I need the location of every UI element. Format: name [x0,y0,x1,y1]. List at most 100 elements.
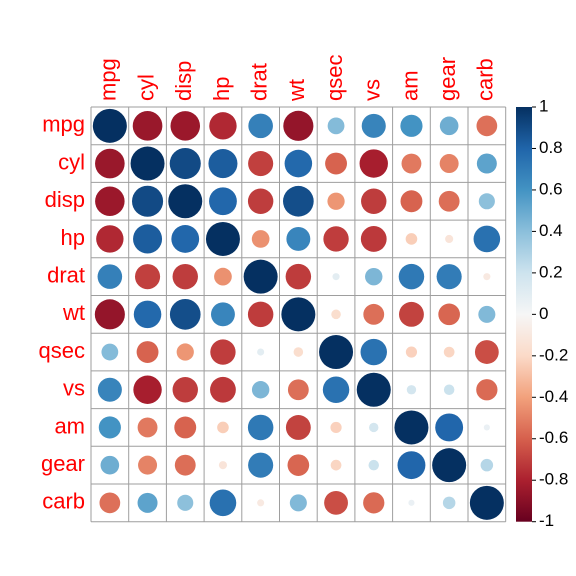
corr-circle [168,184,202,218]
corr-circle [138,456,157,475]
corr-circle [95,186,125,216]
corr-circle [440,117,459,136]
corr-circle [99,492,120,513]
corr-circle [408,500,414,506]
corr-circle [288,454,310,476]
corr-circle [323,226,348,251]
row-label: cyl [58,149,85,174]
row-label: mpg [42,112,85,137]
corr-circle [133,224,162,253]
row-label: carb [42,489,85,514]
corr-circle [435,413,463,441]
corr-circle [177,495,193,511]
corr-circle [170,111,200,141]
corr-circle [444,385,454,395]
colorbar-tick-label: 0.2 [539,262,563,281]
corr-circle [99,416,121,438]
corr-circle [133,111,163,141]
corr-circle [209,112,236,139]
corr-circle [437,264,462,289]
corr-circle [362,114,386,138]
corr-circle [211,302,235,326]
colorbar-tick-label: 0.8 [539,138,563,157]
corr-circle [440,154,459,173]
corr-circle [170,299,201,330]
row-label: hp [61,225,85,250]
corr-circle [248,189,273,214]
colorbar-tick-label: 0.6 [539,179,563,198]
corr-circle [402,154,422,174]
colorbar-tick-label: -0.4 [539,387,568,406]
corr-circle [439,191,460,212]
corr-circle [257,349,264,356]
corr-circle [369,423,378,432]
col-label: qsec [322,55,347,101]
corr-circle [210,339,235,364]
corr-circle [406,233,418,245]
corr-circle [101,344,118,361]
corr-circle [400,115,422,137]
corr-circle [286,415,311,440]
col-label: wt [284,79,309,102]
corr-circle [93,109,127,143]
corr-circle [133,376,161,404]
corr-circle [248,453,273,478]
corr-circle [95,299,125,329]
corr-circle [478,306,495,323]
colorbar-tick-label: -0.6 [539,428,568,447]
corr-circle [248,151,273,176]
col-label: mpg [96,58,121,101]
corr-circle [363,492,384,513]
corr-circle [399,302,424,327]
corr-circle [331,460,342,471]
row-label: wt [62,300,85,325]
corr-circle [401,190,423,212]
corr-circle [252,230,270,248]
corr-circle [294,347,304,357]
col-label: drat [246,63,271,101]
corr-circle [257,499,264,506]
corr-circle [283,111,313,141]
colorbar-tick-label: 0 [539,304,548,323]
corr-circle [173,377,198,402]
corr-circle [209,187,237,215]
corr-circle [283,186,314,217]
corr-circle [361,226,387,252]
corr-circle [483,273,490,280]
corr-circle [132,186,163,217]
corr-circle [397,451,425,479]
corr-circle [481,459,494,472]
row-label: qsec [39,338,85,363]
col-label: carb [473,58,498,101]
corr-circle [474,226,501,253]
colorbar-tick-label: -1 [539,511,554,530]
corr-circle [331,310,341,320]
corr-circle [95,149,125,179]
corr-circle [175,455,196,476]
col-label: hp [209,77,234,101]
corr-circle [138,493,158,513]
corr-circle [285,150,313,178]
corr-circle [369,460,379,470]
corr-circle [248,114,273,139]
correlation-plot: mpgcyldisphpdratwtqsecvsamgearcarbmpgcyl… [0,0,576,576]
corr-circle [206,222,240,256]
corr-circle [319,335,353,369]
corr-circle [281,297,315,331]
colorbar-tick-label: 0.4 [539,221,563,240]
corr-circle [286,227,310,251]
colorbar-tick-label: -0.8 [539,470,568,489]
corr-circle [248,302,273,327]
corr-circle [333,273,340,280]
row-label: gear [41,451,85,476]
corr-circle [217,422,229,434]
corr-circle [131,147,165,181]
col-label: am [397,70,422,101]
row-label: am [54,413,85,438]
corr-circle [177,343,194,360]
corr-circle [252,381,269,398]
corr-circle [327,193,344,210]
corr-circle [406,346,417,357]
col-label: disp [171,61,196,101]
corr-circle [210,490,237,517]
